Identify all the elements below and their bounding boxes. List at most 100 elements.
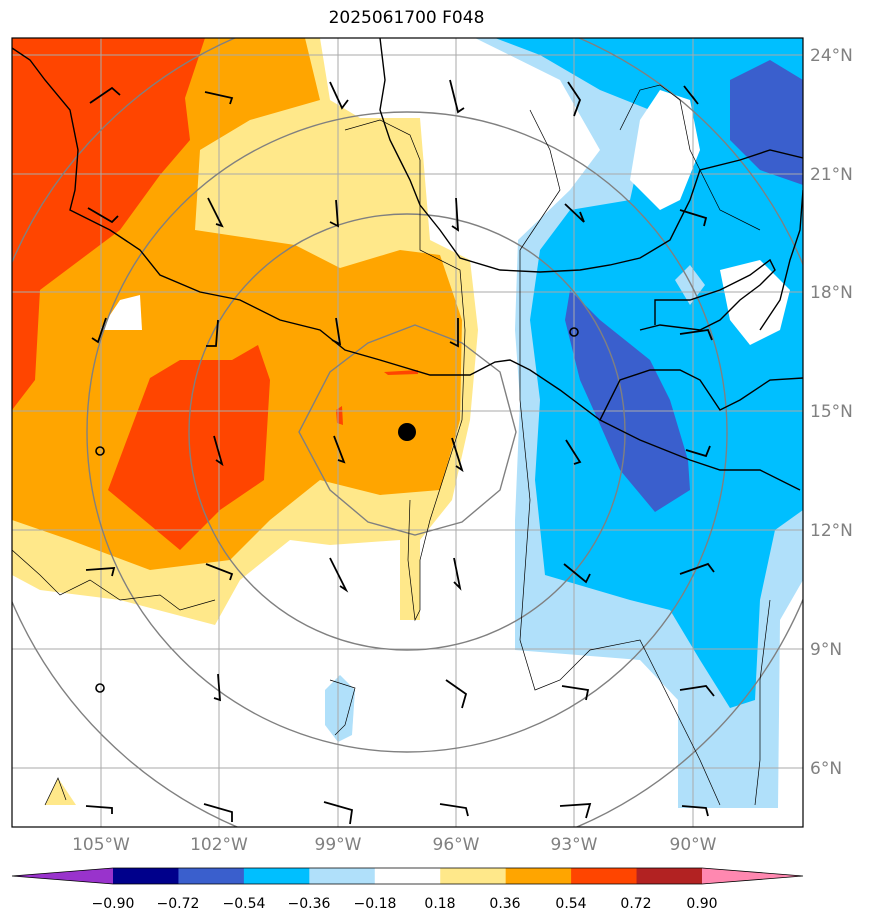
colorbar-cell [571, 868, 638, 884]
colorbar-tick-label: −0.18 [354, 896, 397, 912]
colorbar-cell [178, 868, 245, 884]
wind-barb [451, 197, 460, 232]
wind-barb [567, 81, 582, 117]
lat-label: 12°N [810, 521, 853, 541]
center-marker [398, 423, 416, 441]
range-ring-3 [86, 111, 728, 753]
negative-light-patch-center [325, 675, 355, 742]
wind-barb [204, 91, 234, 105]
wind-barb [203, 803, 233, 822]
wind-barb [206, 319, 219, 347]
state-borders [12, 84, 771, 806]
lon-label: 102°W [190, 835, 248, 855]
positive-gap-white [12, 575, 215, 632]
wind-barb [213, 673, 222, 702]
lon-label: 93°W [551, 835, 598, 855]
colorbar-extend-min [12, 868, 113, 884]
map-area [12, 38, 803, 827]
border-guatemala [599, 369, 803, 421]
colorbar-cell [636, 868, 703, 884]
wind-barb [561, 685, 590, 701]
border-inner-central [344, 119, 466, 622]
neutral-hole-west [100, 295, 142, 330]
colorbar-tick-label: −0.90 [92, 896, 135, 912]
neutral-hole-east [630, 90, 700, 210]
wind-barb [679, 209, 708, 227]
border-central-south [329, 679, 356, 736]
wind-barb [213, 435, 224, 467]
lon-label: 96°W [433, 835, 480, 855]
colorbar-cell [505, 868, 572, 884]
coastline-yucatan [639, 258, 776, 331]
calm-wind-circle [95, 446, 105, 456]
wind-barbs [85, 79, 715, 825]
wind-barb [453, 557, 462, 591]
wind-barb [679, 685, 715, 697]
wind-barb [89, 86, 121, 104]
lon-label: 105°W [72, 835, 130, 855]
colorbar-tick-label: 0.54 [555, 896, 586, 912]
calm-wind-circle [95, 683, 105, 693]
wind-barb [565, 439, 582, 465]
wind-barb [85, 805, 113, 814]
wind-barb [87, 207, 119, 224]
wind-barb [207, 197, 224, 228]
negative-light-hole-east [675, 265, 705, 305]
colorbar-outline [11, 867, 804, 885]
lat-label: 18°N [810, 283, 853, 303]
colorbar-cells [12, 868, 803, 884]
wind-barb [445, 679, 468, 709]
colorbar-cell [113, 868, 179, 884]
lat-label: 9°N [810, 640, 842, 660]
lat-label: 24°N [810, 46, 853, 66]
border-inner-west [12, 549, 216, 611]
colorbar-cell [243, 868, 310, 884]
wind-barb [91, 317, 107, 344]
latitude-labels: 24°N 21°N 18°N 15°N 12°N 9°N 6°N [810, 46, 853, 779]
wind-barb [679, 562, 715, 575]
border-inner-northeast [519, 109, 561, 251]
wind-barb [323, 801, 354, 825]
wind-barb [329, 199, 340, 228]
border-inner-east [519, 250, 721, 806]
coastline-caribbean-east [759, 189, 803, 331]
border-southeast [754, 599, 771, 806]
range-rings [12, 38, 803, 827]
wind-barb [564, 203, 585, 223]
wind-barb [331, 317, 342, 346]
colorbar-tick-label: 0.72 [620, 896, 651, 912]
map-title: 2025061700 F048 [328, 8, 485, 28]
wind-barb [563, 563, 591, 584]
wind-barb [681, 805, 709, 817]
colorbar-tick-label: −0.54 [223, 896, 266, 912]
wind-barb [449, 79, 465, 114]
longitude-labels: 105°W 102°W 99°W 96°W 93°W 90°W [72, 835, 717, 855]
lat-label: 15°N [810, 402, 853, 422]
positive-anomaly-field [12, 38, 478, 805]
colorbar: −0.90 −0.72 −0.54 −0.36 −0.18 0.18 0.36 … [11, 867, 804, 912]
wind-barb [329, 81, 349, 110]
colorbar-extend-max [702, 868, 803, 884]
colorbar-tick-label: −0.36 [288, 896, 331, 912]
border-inner-yucatan [619, 84, 761, 231]
colorbar-cell [440, 868, 507, 884]
colorbar-tick-label: 0.18 [424, 896, 455, 912]
map-frame [11, 37, 804, 828]
calm-wind-circle [569, 327, 579, 337]
wind-barb [683, 85, 699, 105]
wind-barb [679, 329, 713, 341]
colorbar-ticks: −0.90 −0.72 −0.54 −0.36 −0.18 0.18 0.36 … [92, 896, 718, 912]
colorbar-cell [374, 868, 441, 884]
wind-barb [85, 567, 116, 577]
colorbar-tick-label: 0.36 [489, 896, 520, 912]
negative-dark-region-southeast [565, 290, 690, 512]
wind-barb [451, 437, 464, 473]
positive-light-patch-south [45, 778, 76, 805]
lon-label: 90°W [670, 835, 717, 855]
positive-dark-region-north [12, 38, 205, 410]
colorbar-cell [309, 868, 376, 884]
positive-dark-sliver [384, 370, 418, 375]
range-ring-1 [298, 324, 517, 536]
wind-barb [205, 563, 234, 581]
